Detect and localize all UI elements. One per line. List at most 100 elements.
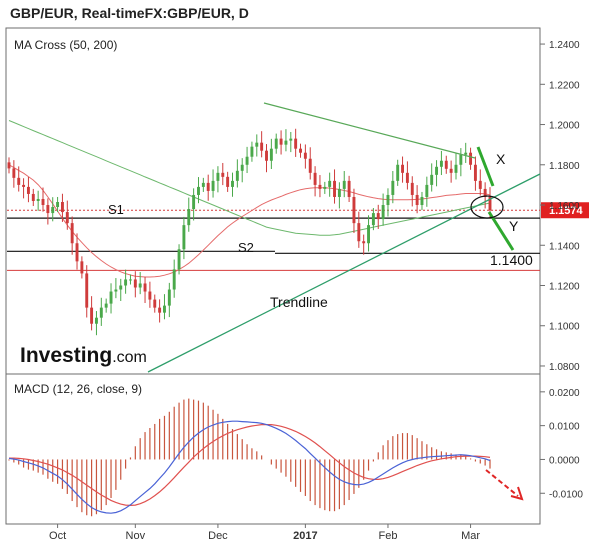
candle-body — [148, 291, 152, 300]
candle-body — [391, 180, 395, 195]
candle-body — [337, 188, 341, 197]
candle-body — [430, 174, 434, 185]
candle-body — [158, 307, 162, 313]
candle-body — [328, 180, 332, 187]
candle-body — [274, 138, 278, 149]
candle-body — [172, 269, 176, 290]
candle-body — [396, 164, 400, 181]
macd-line — [8, 420, 491, 514]
candle-body — [56, 202, 60, 208]
signal-line — [9, 424, 491, 507]
x-tick-label: Nov — [126, 530, 146, 542]
candle-body — [133, 279, 137, 288]
macd-tick-label: 0.0200 — [549, 388, 580, 399]
candle-body — [420, 196, 424, 206]
price-tick-label: 1.1000 — [549, 322, 580, 333]
candle-body — [90, 307, 94, 324]
candle-body — [143, 283, 147, 292]
candle-body — [201, 182, 205, 187]
candle-body — [405, 172, 409, 183]
y-label: Y — [509, 218, 519, 234]
candle-body — [313, 172, 317, 185]
candle-body — [265, 150, 268, 161]
candle-body — [231, 180, 234, 187]
candle-body — [41, 198, 45, 206]
price-panel-frame — [5, 27, 541, 375]
price-tick-label: 1.1200 — [549, 281, 580, 292]
candle-body — [46, 205, 50, 214]
x-arrow — [476, 146, 495, 187]
trendline — [147, 173, 541, 373]
candle-body — [473, 164, 477, 181]
candle-body — [386, 194, 390, 206]
candle-body — [367, 225, 370, 244]
candle-body — [7, 162, 11, 169]
candle-body — [206, 182, 210, 191]
candle-body — [104, 303, 108, 308]
candle-body — [410, 182, 414, 195]
candle-body — [464, 152, 468, 155]
candle-body — [459, 154, 463, 165]
macd-down-arrow — [485, 469, 519, 497]
candle-body — [255, 142, 259, 147]
candle-body — [119, 285, 123, 290]
candle-body — [182, 225, 186, 250]
candle-body — [269, 148, 273, 161]
candle-body — [333, 180, 336, 197]
candle-body — [129, 279, 132, 281]
candle-body — [449, 168, 453, 173]
candle-body — [17, 177, 21, 185]
macd-tick-label: 0.0000 — [549, 455, 580, 466]
price-tick-label: 1.2400 — [549, 40, 580, 51]
candle-body — [60, 202, 64, 213]
candle-body — [75, 243, 79, 262]
ma200-line — [8, 120, 491, 236]
macd-tick-label: 0.0100 — [549, 422, 580, 433]
price-indicator-label: MA Cross (50, 200) — [14, 38, 117, 52]
price-tag — [541, 202, 589, 219]
candle-body — [221, 172, 225, 177]
candle-body — [197, 186, 200, 195]
candle-body — [444, 160, 448, 169]
candle-body — [153, 299, 157, 308]
candle-body — [70, 223, 74, 244]
price-tick-label: 1.1400 — [549, 241, 580, 252]
candle-body — [85, 273, 89, 308]
x-tick-label: Feb — [378, 530, 397, 542]
chart-title: GBP/EUR, Real-timeFX:GBP/EUR, D — [10, 5, 249, 21]
candle-body — [167, 289, 171, 306]
candle-body — [163, 305, 166, 313]
candle-body — [435, 166, 439, 175]
candle-body — [323, 186, 327, 189]
candle-body — [299, 148, 302, 153]
candle-body — [352, 196, 356, 224]
candle-body — [342, 180, 346, 189]
target-level-label: 1.1400 — [490, 252, 533, 268]
candle-body — [216, 172, 220, 181]
candle-body — [187, 209, 191, 226]
price-tick-label: 1.1600 — [549, 201, 580, 212]
candle-body — [347, 180, 351, 197]
candle-body — [303, 152, 307, 159]
price-tick-label: 1.2200 — [549, 80, 580, 91]
candle-body — [226, 176, 230, 187]
candle-body — [308, 158, 312, 173]
candle-body — [318, 184, 322, 189]
candle-body — [31, 193, 35, 201]
candle-body — [22, 184, 26, 187]
candle-body — [284, 140, 288, 145]
trendline-label: Trendline — [270, 294, 328, 310]
macd-tick-label: -0.0100 — [549, 489, 583, 500]
x-tick-label: 2017 — [293, 530, 317, 542]
candle-body — [381, 205, 385, 220]
s1-label: S1 — [108, 202, 124, 217]
candle-body — [260, 142, 264, 151]
candle-body — [483, 188, 487, 197]
candle-body — [51, 207, 55, 214]
candle-body — [177, 249, 181, 270]
x-tick-label: Mar — [461, 530, 480, 542]
price-tag-label: 1.1574 — [549, 205, 584, 217]
candle-body — [192, 194, 196, 210]
